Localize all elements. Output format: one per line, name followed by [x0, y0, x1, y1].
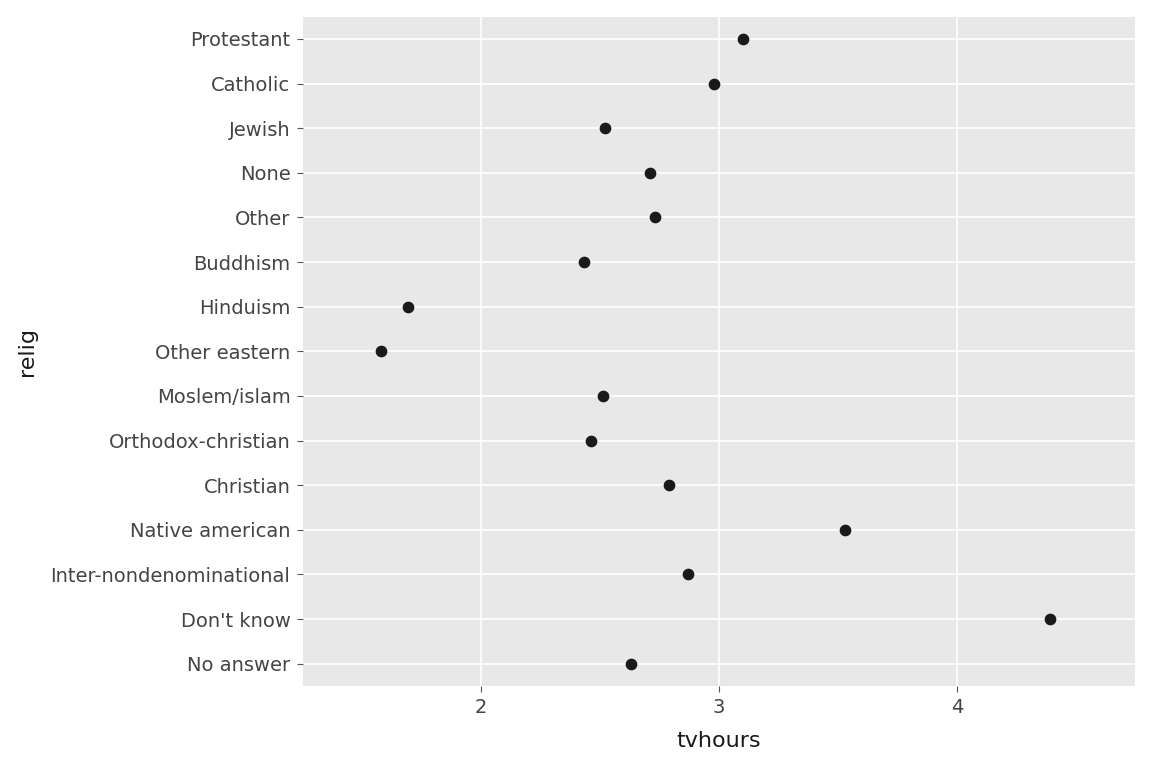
Y-axis label: relig: relig	[16, 327, 37, 376]
Point	[399, 300, 417, 313]
Point	[622, 657, 641, 670]
X-axis label: tvhours: tvhours	[677, 731, 761, 751]
Point	[641, 167, 659, 179]
Point	[836, 524, 855, 536]
Point	[1040, 613, 1059, 625]
Point	[582, 435, 600, 447]
Point	[593, 390, 612, 402]
Point	[734, 33, 752, 45]
Point	[660, 479, 679, 492]
Point	[372, 345, 391, 357]
Point	[596, 122, 614, 134]
Point	[679, 568, 697, 581]
Point	[575, 256, 593, 268]
Point	[646, 211, 665, 223]
Point	[705, 78, 723, 90]
